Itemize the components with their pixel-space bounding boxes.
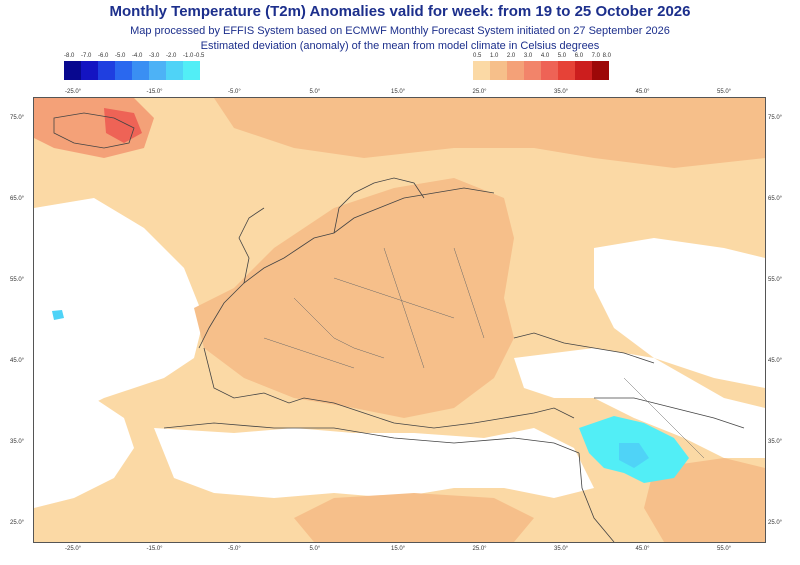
longitude-tick-label: 25.0° (472, 546, 487, 552)
warm-legend-swatch: 2.0 (506, 53, 524, 80)
warm-legend-swatch: 1.0 (489, 53, 507, 80)
cold-legend-label: -6.0 (98, 53, 109, 59)
longitude-tick-label: -5.0° (228, 89, 241, 95)
latitude-tick-label: 75.0° (10, 115, 25, 121)
longitude-tick-label: 35.0° (554, 89, 569, 95)
cold-legend-label: -5.0 (115, 53, 126, 59)
longitude-tick-label: 55.0° (717, 89, 732, 95)
cold-legend-swatch: -1.0 (183, 53, 200, 80)
anomaly-zone-africa-south (294, 493, 534, 542)
cold-legend-swatch: -4.0 (132, 53, 149, 80)
cold-legend-label: -3.0 (149, 53, 160, 59)
longitude-tick-label: 5.0° (309, 89, 321, 95)
longitude-tick-label: 35.0° (554, 546, 569, 552)
warm-legend-label: 3.0 (523, 53, 533, 59)
latitude-tick-label: 35.0° (768, 439, 783, 445)
latitude-tick-label: 35.0° (10, 439, 25, 445)
cold-anomaly-spot-atlantic (52, 310, 64, 320)
warm-legend-label: 4.0 (540, 53, 550, 59)
cold-legend-label: -0.5 (194, 53, 205, 59)
warm-legend-label: 1.0 (489, 53, 499, 59)
latitude-tick-label: 65.0° (768, 196, 783, 202)
longitude-tick-label: -15.0° (146, 546, 163, 552)
map-subtitle-processing: Map processed by EFFIS System based on E… (130, 25, 670, 37)
longitude-tick-label: 15.0° (391, 546, 406, 552)
cold-legend-swatch: -5.0 (115, 53, 132, 80)
cold-legend-swatch: -7.0 (81, 53, 98, 80)
warm-legend-label: 6.0 (574, 53, 584, 59)
cold-anomaly-zone-mideast-core (619, 443, 649, 468)
warm-legend-label: 0.5 (473, 53, 482, 59)
neutral-zone-atlantic-south (34, 398, 134, 508)
coastlines (53, 112, 745, 542)
neutral-zone-russia-east (594, 238, 765, 388)
longitude-tick-label: -15.0° (146, 89, 163, 95)
longitude-tick-label: 15.0° (391, 89, 406, 95)
anomaly-zone-iceland-core (104, 108, 142, 143)
national-borders (263, 247, 705, 459)
cold-legend-label: -4.0 (132, 53, 143, 59)
neutral-zone-middle-east (514, 348, 765, 458)
latitude-tick-label: 45.0° (10, 358, 25, 364)
cold-legend-label: -1.0 (183, 53, 194, 59)
longitude-tick-label: 25.0° (472, 89, 487, 95)
latitude-tick-label: 55.0° (768, 277, 783, 283)
anomaly-zone-arabia (644, 458, 765, 542)
cold-legend-swatch: -6.0 (98, 53, 115, 80)
cold-legend-label: -2.0 (166, 53, 177, 59)
latitude-tick-label: 65.0° (10, 196, 25, 202)
anomaly-zone-europe (194, 178, 514, 418)
warm-legend-swatch: 4.0 (540, 53, 558, 80)
latitude-tick-label: 55.0° (10, 277, 25, 283)
warm-legend-label: 2.0 (506, 53, 516, 59)
neutral-zone-atlantic (34, 198, 204, 428)
cold-legend-swatch: -2.0 (166, 53, 183, 80)
latitude-tick-label: 45.0° (768, 358, 783, 364)
warm-legend-swatch: 5.0 (557, 53, 575, 80)
map-subtitle-description: Estimated deviation (anomaly) of the mea… (200, 40, 600, 52)
warm-legend-swatch: 6.0 (574, 53, 592, 80)
anomaly-zone-arctic (214, 98, 765, 168)
cold-legend-swatch: -8.0 (64, 53, 81, 80)
cold-legend-label: -7.0 (81, 53, 92, 59)
latitude-tick-label: 25.0° (768, 520, 783, 526)
longitude-tick-label: 45.0° (635, 546, 650, 552)
warm-legend-swatch: 7.0 (591, 53, 609, 80)
latitude-tick-label: 25.0° (10, 520, 25, 526)
longitude-tick-label: -25.0° (65, 89, 82, 95)
warm-legend-label: 5.0 (557, 53, 567, 59)
warm-legend-swatch: 3.0 (523, 53, 541, 80)
warm-legend-label: 7.0 (591, 53, 601, 59)
warm-legend-swatch: 0.5 (473, 53, 490, 80)
latitude-tick-label: 75.0° (768, 115, 783, 121)
neutral-zone-sahara (154, 428, 594, 498)
map-title: Monthly Temperature (T2m) Anomalies vali… (109, 3, 691, 20)
longitude-tick-label: 5.0° (309, 546, 321, 552)
longitude-tick-label: 45.0° (635, 89, 650, 95)
warm-legend-label: 8.0 (602, 53, 611, 59)
warm-anomaly-legend: 0.5 1.0 2.0 3.0 4.0 5.0 6.0 7.0 8.0 (473, 53, 739, 80)
longitude-tick-label: 55.0° (717, 546, 732, 552)
longitude-tick-label: -5.0° (228, 546, 241, 552)
cold-legend-swatch: -3.0 (149, 53, 166, 80)
cold-anomaly-legend: -8.0 -7.0 -6.0 -5.0 -4.0 -3.0 -2.0 -1.0 -0.5 (64, 53, 332, 80)
anomaly-map (33, 97, 766, 543)
cold-legend-label: -8.0 (64, 53, 75, 59)
longitude-tick-label: -25.0° (65, 546, 82, 552)
map-canvas (34, 98, 765, 542)
